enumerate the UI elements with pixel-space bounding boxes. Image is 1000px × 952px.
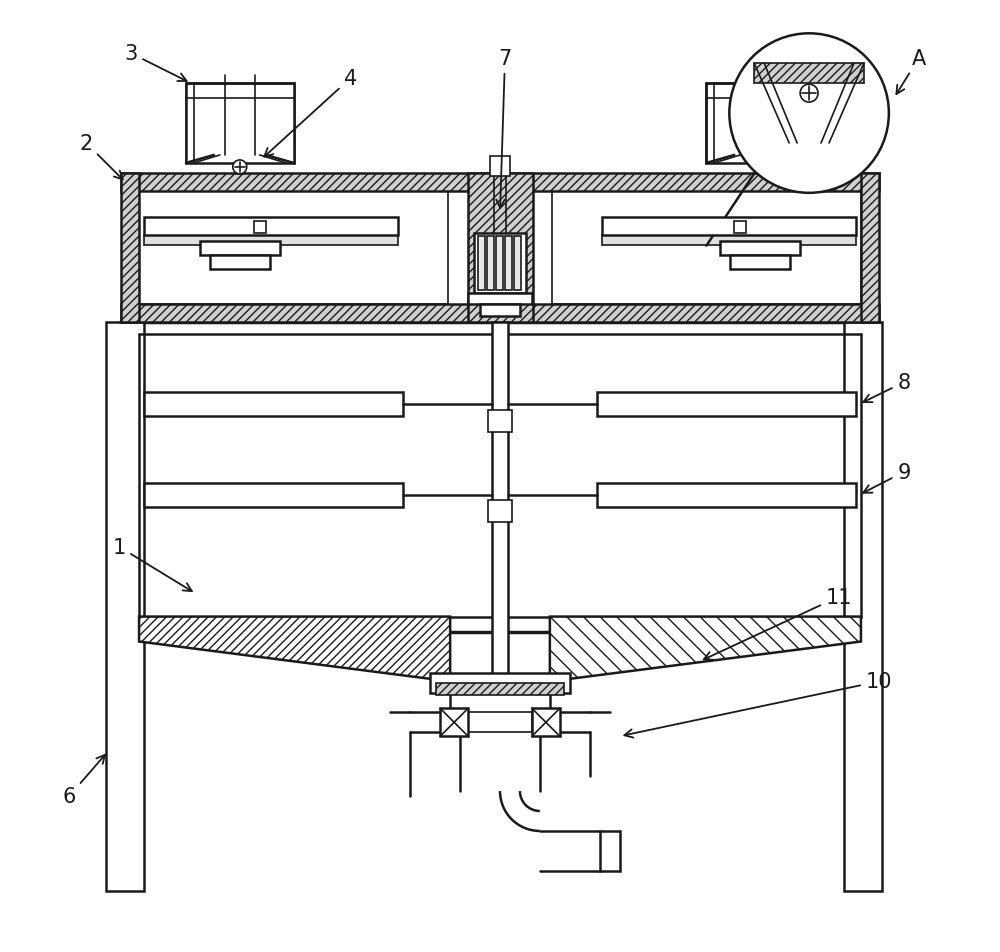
- Bar: [121, 173, 879, 191]
- Bar: [144, 217, 398, 235]
- Bar: [121, 306, 879, 323]
- Bar: [436, 684, 564, 696]
- Bar: [861, 173, 879, 323]
- Bar: [706, 84, 814, 164]
- Bar: [474, 233, 526, 293]
- Bar: [844, 323, 882, 891]
- Bar: [450, 692, 550, 714]
- Bar: [488, 410, 512, 432]
- Polygon shape: [139, 617, 450, 682]
- Polygon shape: [550, 617, 861, 682]
- Bar: [139, 191, 448, 306]
- Text: 2: 2: [80, 134, 123, 180]
- Bar: [602, 217, 856, 235]
- Bar: [121, 173, 139, 323]
- Bar: [505, 236, 512, 290]
- Text: 1: 1: [112, 537, 192, 591]
- Bar: [754, 64, 864, 84]
- Bar: [186, 84, 294, 164]
- Text: 7: 7: [496, 50, 512, 208]
- Bar: [514, 236, 521, 290]
- Bar: [430, 674, 570, 694]
- Text: 6: 6: [63, 755, 105, 806]
- Text: 9: 9: [863, 463, 911, 493]
- Bar: [496, 236, 503, 290]
- Bar: [600, 831, 620, 871]
- Bar: [468, 712, 532, 732]
- Bar: [468, 173, 533, 323]
- Bar: [734, 222, 746, 233]
- Bar: [106, 323, 144, 891]
- Bar: [552, 191, 861, 306]
- Bar: [602, 235, 856, 246]
- Bar: [492, 323, 508, 686]
- Bar: [200, 242, 280, 255]
- Bar: [597, 393, 856, 417]
- Bar: [720, 242, 800, 255]
- Bar: [597, 484, 856, 507]
- Text: 4: 4: [264, 69, 357, 157]
- Bar: [532, 708, 560, 737]
- Bar: [480, 306, 520, 317]
- Bar: [478, 236, 485, 290]
- Bar: [440, 708, 468, 737]
- Bar: [730, 255, 790, 269]
- Bar: [144, 393, 403, 417]
- Bar: [488, 501, 512, 523]
- Circle shape: [729, 34, 889, 193]
- Bar: [487, 236, 494, 290]
- Text: 10: 10: [624, 672, 892, 738]
- Bar: [121, 323, 879, 632]
- Bar: [254, 222, 266, 233]
- Circle shape: [233, 161, 247, 175]
- Circle shape: [800, 85, 818, 103]
- Text: 8: 8: [863, 373, 910, 403]
- Circle shape: [753, 161, 767, 175]
- Text: 11: 11: [704, 587, 852, 660]
- Text: A: A: [896, 50, 926, 95]
- Bar: [468, 293, 532, 306]
- Bar: [210, 255, 270, 269]
- Bar: [490, 157, 510, 177]
- Text: 3: 3: [124, 44, 187, 82]
- Bar: [144, 235, 398, 246]
- Bar: [144, 484, 403, 507]
